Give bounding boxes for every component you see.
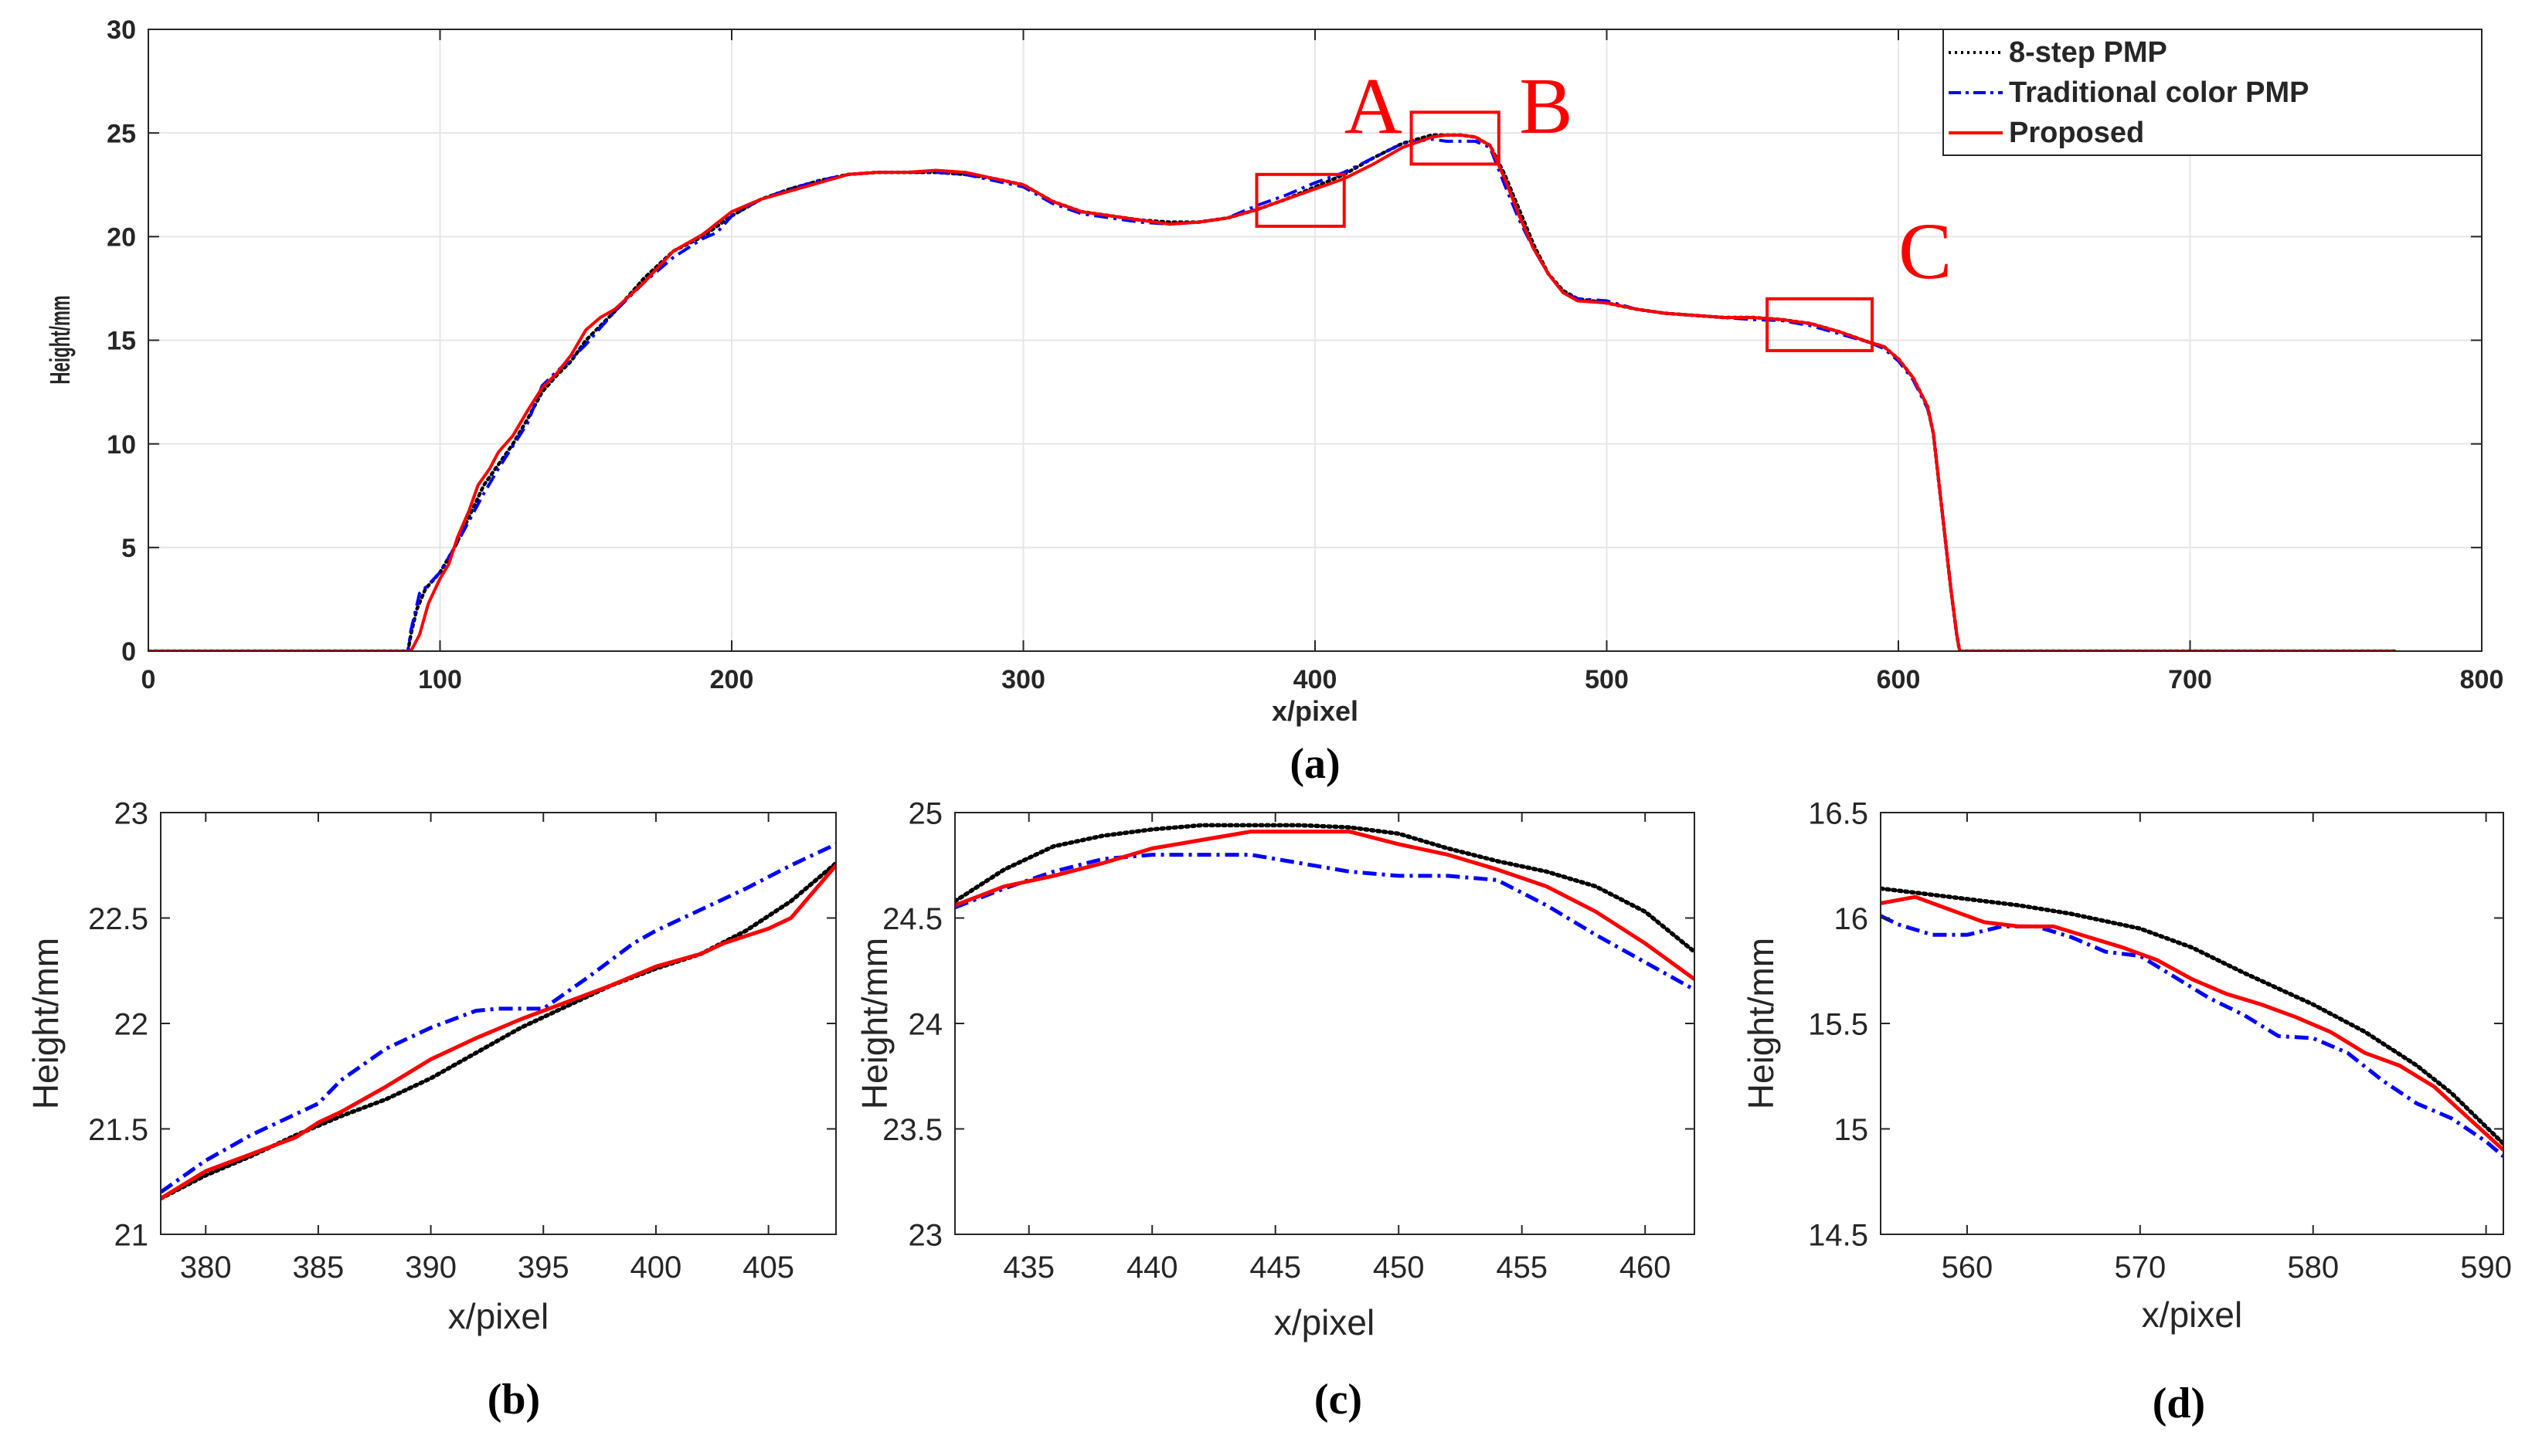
series-line-traditional-color-pmp	[161, 842, 836, 1194]
y-tick-label: 16	[1834, 902, 1869, 936]
panel-a-ylabel: Height/mm	[46, 295, 76, 384]
y-tick-label: 15.5	[1808, 1007, 1868, 1041]
x-tick-label: 800	[2460, 665, 2504, 694]
x-tick-label: 580	[2287, 1251, 2339, 1285]
y-tick-label: 5	[121, 534, 136, 563]
panel-b-xlabel: x/pixel	[448, 1296, 549, 1336]
x-tick-label: 300	[1001, 665, 1045, 694]
x-tick-label: 590	[2460, 1251, 2512, 1285]
x-tick-label: 440	[1127, 1251, 1178, 1285]
y-tick-label: 30	[107, 15, 136, 45]
panel-c-axes-box	[954, 812, 1695, 1235]
series-line-traditional-color-pmp	[1881, 914, 2503, 1158]
y-tick-label: 22.5	[88, 902, 148, 936]
panel-b-ylabel: Height/mm	[25, 938, 66, 1109]
y-tick-label: 21.5	[88, 1113, 148, 1147]
panel-c-xlabel: x/pixel	[1274, 1302, 1375, 1342]
panel-d-axes-box	[1880, 812, 2504, 1235]
legend-box	[1942, 29, 2483, 156]
series-line-proposed	[955, 830, 1694, 981]
y-tick-label: 20	[107, 223, 136, 253]
panel-d-caption: (d)	[2153, 1380, 2205, 1427]
y-tick-label: 0	[121, 637, 136, 667]
series-line-proposed	[1881, 894, 2503, 1152]
legend-label-proposed: Proposed	[2009, 117, 2144, 149]
legend-label-traditional-color-pmp: Traditional color PMP	[2009, 76, 2309, 109]
x-tick-label: 390	[405, 1251, 457, 1285]
legend-label-8-step-pmp: 8-step PMP	[2009, 36, 2167, 69]
y-tick-label: 23.5	[882, 1113, 943, 1147]
panel-d-xlabel: x/pixel	[2142, 1295, 2242, 1335]
panel-d-ylabel: Height/mm	[1741, 938, 1781, 1109]
y-tick-label: 15	[107, 327, 136, 356]
x-tick-label: 600	[1877, 665, 1921, 694]
x-tick-label: 500	[1585, 665, 1629, 694]
panel-b-axes-box	[160, 812, 837, 1235]
y-tick-label: 23	[114, 796, 149, 830]
x-tick-label: 435	[1003, 1251, 1055, 1285]
y-tick-label: 24	[909, 1007, 943, 1041]
panel-b-series	[161, 842, 836, 1201]
callout-label-b: B	[1519, 62, 1572, 151]
x-tick-label: 450	[1373, 1251, 1425, 1285]
x-tick-label: 200	[710, 665, 754, 694]
series-line-proposed	[161, 864, 836, 1200]
x-tick-label: 100	[418, 665, 462, 694]
x-tick-label: 400	[1293, 665, 1337, 694]
panel-c-chart: 435 440 445 450 455 460 23 23.5 24 24.5 25 x/pixel…	[855, 796, 1695, 1424]
callout-box-c	[1765, 297, 1874, 352]
panel-c-caption: (c)	[1314, 1376, 1362, 1424]
series-line-8-step-pmp	[1881, 886, 2503, 1146]
x-tick-label: 700	[2168, 665, 2212, 694]
panel-c-series	[955, 823, 1694, 992]
callout-box-b	[1409, 110, 1500, 166]
callout-label-a: A	[1344, 62, 1402, 151]
y-tick-label: 16.5	[1808, 796, 1868, 830]
y-tick-label: 10	[107, 430, 136, 460]
y-tick-label: 23	[909, 1218, 943, 1252]
panel-a-legend: 8-step PMP Traditional color PMP Propose…	[1942, 29, 2483, 156]
callout-box-a	[1255, 172, 1346, 228]
y-tick-label: 15	[1834, 1113, 1869, 1147]
x-tick-label: 395	[518, 1251, 569, 1285]
callout-label-c: C	[1898, 207, 1952, 296]
y-tick-label: 22	[114, 1007, 149, 1041]
x-tick-label: 455	[1496, 1251, 1548, 1285]
x-tick-label: 400	[630, 1251, 682, 1285]
x-tick-label: 380	[180, 1251, 232, 1285]
x-tick-label: 405	[743, 1251, 794, 1285]
x-tick-label: 385	[293, 1251, 345, 1285]
x-tick-label: 570	[2114, 1251, 2166, 1285]
series-line-traditional-color-pmp	[955, 853, 1694, 992]
panel-b-caption: (b)	[488, 1376, 540, 1424]
panel-c-ticks: 435 440 445 450 455 460 23 23.5 24 24.5 25	[882, 796, 1694, 1285]
y-tick-label: 25	[107, 119, 136, 148]
panel-a-chart: A B C 0 100 200 300 400 500 600 700 800 0 5 10 15 20 25 3…	[46, 15, 2504, 788]
panel-b-chart: 380 385 390 395 400 405 21 21.5 22 22.5 23 x/pixel…	[25, 796, 837, 1424]
panel-c-ylabel: Height/mm	[855, 938, 895, 1109]
panel-b-ticks: 380 385 390 395 400 405 21 21.5 22 22.5 23	[88, 796, 836, 1285]
y-tick-label: 25	[909, 796, 943, 830]
panel-a-xlabel: x/pixel	[1272, 695, 1358, 727]
panel-d-chart: 560 570 580 590 14.5 15 15.5 16 16.5 x/pixel Hei…	[1741, 796, 2512, 1427]
x-tick-label: 445	[1249, 1251, 1301, 1285]
panel-a-caption: (a)	[1290, 740, 1340, 788]
x-tick-label: 0	[141, 665, 156, 694]
series-line-proposed	[148, 133, 2394, 651]
y-tick-label: 14.5	[1808, 1218, 1868, 1252]
panel-a-ticks: 0 100 200 300 400 500 600 700 800 0 5 10 15 20 25 30	[107, 15, 2503, 694]
series-line-8-step-pmp	[955, 823, 1694, 954]
panel-d-ticks: 560 570 580 590 14.5 15 15.5 16 16.5	[1808, 796, 2512, 1285]
y-tick-label: 24.5	[882, 902, 943, 936]
x-tick-label: 560	[1942, 1251, 1993, 1285]
panel-d-series	[1881, 886, 2503, 1158]
panel-a-callouts: A B C	[1255, 62, 1952, 352]
y-tick-label: 21	[114, 1218, 149, 1252]
x-tick-label: 460	[1619, 1251, 1671, 1285]
